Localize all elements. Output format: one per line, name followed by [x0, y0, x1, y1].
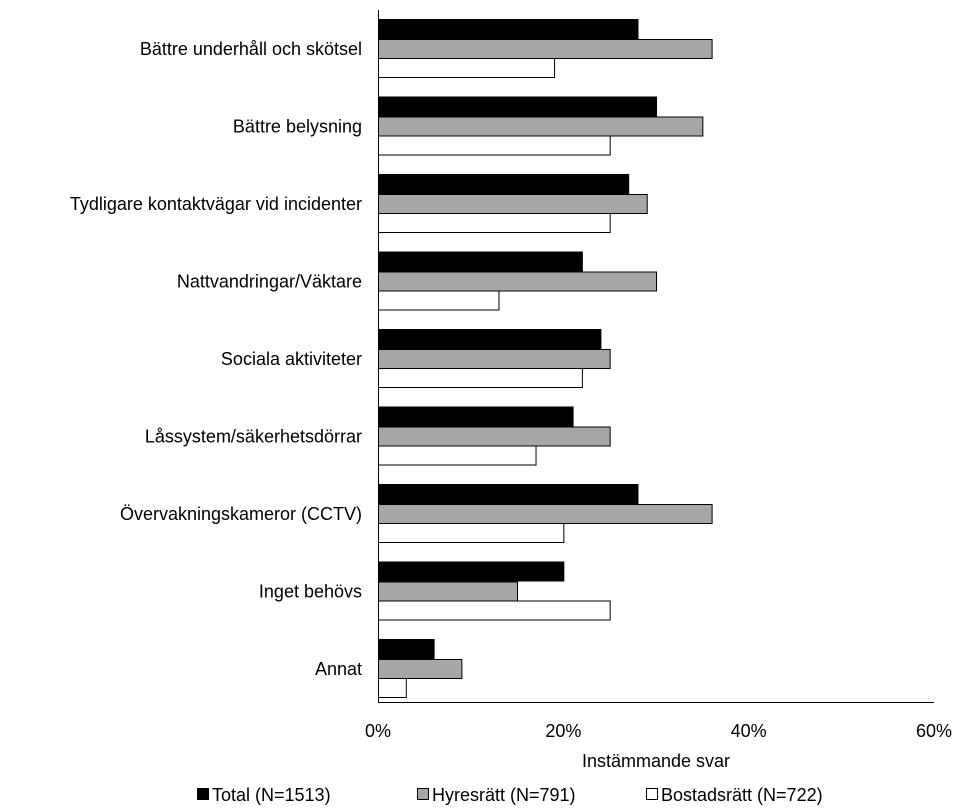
category-label-8: Inget behövs: [259, 582, 362, 602]
bar-1-1: [378, 19, 639, 39]
category-labels: Bättre underhåll och skötsel Bättre belys…: [70, 39, 362, 679]
category-label-1: Bättre underhåll och skötsel: [140, 39, 362, 59]
category-label-4: Nattvandringar/Väktare: [177, 272, 362, 292]
bar-2-7: [378, 504, 713, 524]
bar-2-4: [378, 271, 657, 292]
legend-swatch-3: [646, 788, 658, 800]
legend-swatch-1: [197, 788, 209, 800]
bar-1-9: [378, 639, 435, 659]
legend: Total (N=1513) Hyresrätt (N=791) Bostadsrä…: [197, 785, 823, 805]
bar-2-6: [378, 426, 611, 447]
x-tick-label-2: 20%: [545, 721, 581, 741]
bar-3-7: [378, 523, 565, 543]
bar-1-5: [378, 329, 602, 349]
category-label-9: Annat: [315, 659, 362, 679]
x-tick-label-4: 60%: [916, 721, 952, 741]
bar-3-8: [378, 600, 611, 621]
bar-3-9: [378, 678, 407, 698]
x-axis-title: Instämmande svar: [582, 751, 730, 771]
bar-2-9: [378, 659, 463, 679]
bar-2-2: [378, 116, 704, 137]
bar-1-4: [378, 251, 583, 272]
bar-2-1: [378, 39, 713, 59]
bar-1-6: [378, 406, 574, 427]
category-label-7: Övervakningskameror (CCTV): [120, 504, 362, 524]
bar-1-3: [378, 174, 630, 194]
legend-swatch-2: [417, 788, 429, 800]
bar-3-3: [378, 213, 611, 233]
bar-1-8: [378, 561, 565, 582]
x-tick-labels: 0% 20% 40% 60%: [365, 721, 952, 741]
bar-2-3: [378, 194, 648, 214]
bar-3-6: [378, 445, 537, 466]
bar-2-5: [378, 349, 611, 369]
category-label-2: Bättre belysning: [233, 117, 362, 137]
legend-label-3: Bostadsrätt (N=722): [661, 785, 823, 805]
legend-label-1: Total (N=1513): [212, 785, 331, 805]
x-tick-label-3: 40%: [731, 721, 767, 741]
x-tick-label-1: 0%: [365, 721, 391, 741]
bars-group: [378, 19, 713, 698]
bar-1-2: [378, 96, 657, 117]
bar-3-1: [378, 58, 556, 78]
legend-label-2: Hyresrätt (N=791): [432, 785, 576, 805]
bar-3-4: [378, 290, 500, 311]
bar-3-2: [378, 135, 611, 156]
category-label-3: Tydligare kontaktvägar vid incidenter: [70, 194, 362, 214]
bar-2-8: [378, 581, 518, 602]
bar-1-7: [378, 484, 639, 504]
category-label-6: Låssystem/säkerhetsdörrar: [145, 427, 362, 447]
bar-3-5: [378, 368, 583, 388]
category-label-5: Sociala aktiviteter: [221, 349, 362, 369]
